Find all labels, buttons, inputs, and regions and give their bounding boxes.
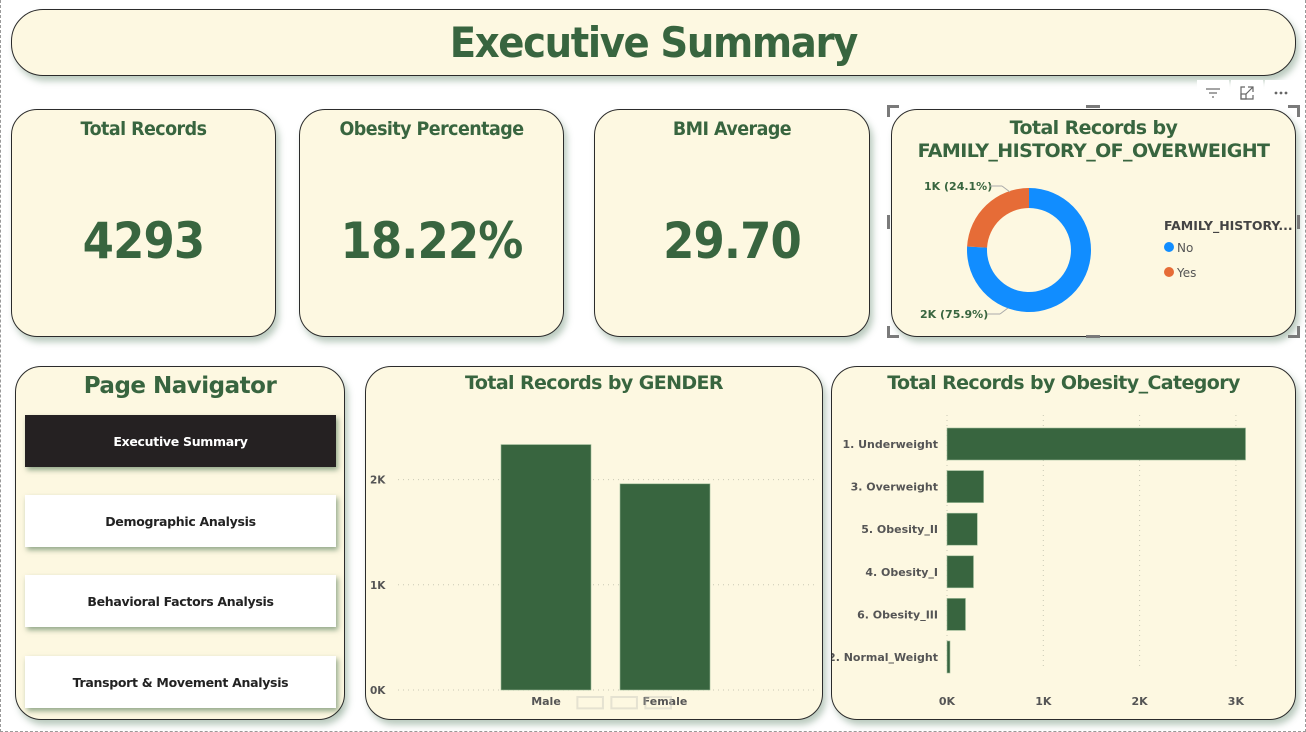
data-label-yes: 1K (24.1%) [924,180,992,193]
kpi-title: Total Records [80,118,207,140]
bar-2-normal-weight[interactable] [946,640,951,674]
nav-button-executive-summary[interactable]: Executive Summary [25,415,336,467]
obesity-chart-svg: 0K 1K 2K 3K 1. Underweight 3. Overweight 5. Ob… [832,415,1246,708]
selection-handle[interactable] [1086,105,1100,108]
gender-chart-svg: 0K 1K 2K Male Female [370,444,816,708]
selection-handle[interactable] [1297,326,1300,338]
chart-title: Total Records by FAMILY_HISTORY_OF_OVERW… [892,117,1295,163]
kpi-value: 29.70 [663,212,802,270]
kpi-card-obesity-percentage[interactable]: Obesity Percentage 18.22% [299,109,564,337]
gender-bar-chart[interactable]: Total Records by GENDER 0K 1K 2K Male Female [365,366,823,720]
selection-handle[interactable] [887,335,899,338]
x-tick-label: 1K [1035,695,1052,708]
bar-male[interactable] [500,444,592,691]
chart-title: Total Records by Obesity_Category [887,372,1240,394]
visual-header-toolbar [1197,80,1297,106]
bar-5-obesity-ii[interactable] [946,512,978,546]
selection-handle[interactable] [887,105,899,108]
x-tick-label: Female [643,695,688,708]
y-tick-label: 6. Obesity_III [857,608,938,621]
kpi-value: 18.22% [340,212,523,270]
legend-title: FAMILY_HISTORY... [1164,218,1293,234]
obesity-category-bar-chart[interactable]: Total Records by Obesity_Category 0K 1K 2K… [831,366,1296,720]
family-history-donut-chart[interactable]: Total Records by FAMILY_HISTORY_OF_OVERW… [891,109,1296,337]
focus-mode-icon[interactable] [1231,80,1263,106]
kpi-card-bmi-average[interactable]: BMI Average 29.70 [594,109,870,337]
selection-handle[interactable] [1297,215,1300,229]
more-options-icon[interactable] [1265,80,1297,106]
donut-slice-yes[interactable] [967,188,1029,248]
page-navigator: Page Navigator Executive Summary Demogra… [15,366,345,720]
navigator-title: Page Navigator [83,373,277,399]
y-tick-label: 2. Normal_Weight [832,651,938,664]
donut-svg: 1K (24.1%) 2K (75.9%) FAMILY_HISTORY... … [920,180,1293,321]
selection-handle[interactable] [1086,335,1100,338]
watermark: ▭▭▭ [573,680,676,721]
bar-female[interactable] [619,483,711,691]
leader-line-no-2 [999,307,1009,315]
y-tick-label: 1. Underweight [842,438,938,451]
legend-label-yes[interactable]: Yes [1176,266,1196,280]
data-label-no: 2K (75.9%) [920,308,988,321]
kpi-card-total-records[interactable]: Total Records 4293 [11,109,276,337]
chart-title: Total Records by GENDER [465,372,724,394]
bar-6-obesity-iii[interactable] [946,598,966,631]
kpi-value: 4293 [82,212,206,270]
kpi-title: BMI Average [672,118,792,140]
bar-1-underweight[interactable] [946,427,1246,461]
nav-button-transport-movement-analysis[interactable]: Transport & Movement Analysis [25,656,336,708]
bar-3-overweight[interactable] [946,470,984,503]
selection-handle[interactable] [1288,105,1300,108]
x-tick-label: 2K [1132,695,1149,708]
selection-handle[interactable] [1288,335,1300,338]
chart-title-line2: FAMILY_HISTORY_OF_OVERWEIGHT [917,140,1270,162]
nav-button-behavioral-factors-analysis[interactable]: Behavioral Factors Analysis [25,575,336,627]
y-tick-label: 3. Overweight [851,481,938,494]
page-title: Executive Summary [449,18,859,67]
selection-handle[interactable] [887,326,890,338]
y-tick-label: 0K [370,685,386,697]
bar-4-obesity-i[interactable] [946,555,974,589]
nav-button-demographic-analysis[interactable]: Demographic Analysis [25,495,336,547]
selection-handle[interactable] [1297,105,1300,117]
legend-marker-no [1164,242,1174,252]
y-tick-label: 4. Obesity_I [865,566,938,579]
leader-line-yes-2 [1001,185,1011,193]
selection-handle[interactable] [887,105,890,117]
filter-icon[interactable] [1197,80,1229,106]
x-tick-label: 3K [1228,695,1245,708]
legend-marker-yes [1164,267,1174,277]
selection-handle[interactable] [887,215,890,229]
x-tick-label: Male [531,695,561,708]
y-tick-label: 1K [370,580,386,592]
x-tick-label: 0K [939,695,956,708]
y-tick-label: 5. Obesity_II [861,523,938,536]
page-header: Executive Summary [11,9,1296,76]
chart-title-line1: Total Records by [1009,117,1178,139]
kpi-title: Obesity Percentage [339,118,525,140]
legend-label-no[interactable]: No [1177,241,1193,255]
donut-slice-no[interactable] [967,188,1091,312]
y-tick-label: 2K [370,475,386,487]
